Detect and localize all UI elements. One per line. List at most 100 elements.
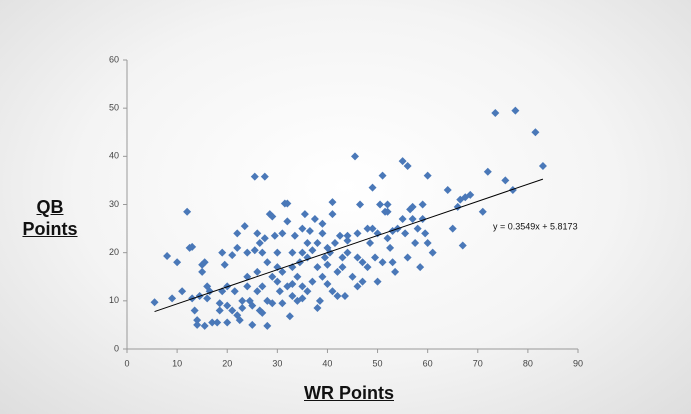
- data-point: [313, 263, 322, 272]
- data-point: [150, 298, 159, 307]
- data-point: [428, 248, 437, 257]
- data-point: [228, 251, 237, 260]
- data-point: [308, 246, 317, 255]
- data-point: [363, 263, 372, 272]
- data-point: [253, 267, 262, 276]
- data-point: [363, 224, 372, 233]
- data-point: [338, 263, 347, 272]
- data-point: [250, 246, 259, 255]
- data-point: [173, 258, 182, 267]
- data-point: [353, 253, 362, 262]
- data-point: [403, 253, 412, 262]
- data-point: [260, 234, 269, 243]
- data-point: [298, 224, 307, 233]
- data-point: [283, 199, 292, 208]
- data-point: [278, 267, 287, 276]
- data-point: [511, 106, 520, 115]
- x-tick-label: 50: [373, 358, 383, 368]
- data-point: [423, 239, 432, 248]
- data-point: [353, 229, 362, 238]
- data-point: [313, 239, 322, 248]
- x-tick-label: 10: [172, 358, 182, 368]
- data-point: [250, 172, 259, 181]
- trendline: [154, 178, 544, 313]
- y-tick-label: 40: [109, 151, 119, 161]
- data-point: [215, 299, 224, 308]
- data-point: [383, 200, 392, 209]
- y-tick-label: 10: [109, 295, 119, 305]
- data-point: [330, 239, 339, 248]
- data-point: [203, 294, 212, 303]
- data-point: [278, 229, 287, 238]
- data-point: [383, 207, 392, 216]
- data-point: [421, 229, 430, 238]
- data-point: [238, 296, 247, 305]
- data-point: [398, 214, 407, 223]
- data-point: [258, 282, 267, 291]
- data-point: [303, 253, 312, 262]
- data-point: [223, 301, 232, 310]
- data-point: [223, 318, 232, 327]
- data-point: [386, 243, 395, 252]
- x-axis-title: WR Points: [304, 383, 394, 403]
- data-point: [168, 294, 177, 303]
- data-point: [315, 296, 324, 305]
- data-point: [348, 272, 357, 281]
- data-point: [218, 248, 227, 257]
- data-point: [283, 217, 292, 226]
- data-point: [448, 224, 457, 233]
- data-point: [483, 167, 492, 176]
- data-point: [298, 248, 307, 257]
- data-point: [371, 253, 380, 262]
- data-point: [413, 224, 422, 233]
- data-point: [288, 279, 297, 288]
- data-point: [538, 161, 547, 170]
- data-point: [233, 229, 242, 238]
- data-point: [318, 219, 327, 228]
- data-point: [188, 242, 197, 251]
- data-point: [278, 299, 287, 308]
- data-point: [305, 226, 314, 235]
- data-point: [193, 320, 202, 329]
- data-point: [258, 248, 267, 257]
- data-point: [368, 183, 377, 192]
- data-point: [248, 301, 257, 310]
- data-point: [200, 258, 209, 267]
- x-tick-label: 80: [523, 358, 533, 368]
- data-point: [190, 306, 199, 315]
- data-point: [318, 272, 327, 281]
- data-point: [303, 239, 312, 248]
- data-point: [208, 318, 217, 327]
- y-tick-label: 50: [109, 103, 119, 113]
- data-point: [228, 306, 237, 315]
- data-point: [293, 272, 302, 281]
- data-point: [418, 200, 427, 209]
- data-point: [408, 202, 417, 211]
- data-point: [373, 277, 382, 286]
- data-point: [288, 248, 297, 257]
- data-point: [398, 157, 407, 166]
- data-point: [233, 243, 242, 252]
- data-point: [268, 212, 277, 221]
- data-point: [323, 260, 332, 269]
- trendline-equation: y = 0.3549x + 5.8173: [493, 221, 578, 231]
- data-point: [303, 287, 312, 296]
- data-point: [338, 253, 347, 262]
- data-point: [323, 279, 332, 288]
- data-point: [198, 267, 207, 276]
- data-point: [263, 258, 272, 267]
- data-point: [328, 287, 337, 296]
- data-point: [193, 316, 202, 325]
- data-point: [378, 171, 387, 180]
- data-point: [243, 248, 252, 257]
- data-point: [235, 316, 244, 325]
- data-point: [288, 292, 297, 301]
- data-point: [310, 214, 319, 223]
- data-point: [343, 231, 352, 240]
- data-point: [203, 282, 212, 291]
- data-point: [411, 239, 420, 248]
- data-point: [358, 258, 367, 267]
- data-point: [243, 282, 252, 291]
- data-point: [213, 318, 222, 327]
